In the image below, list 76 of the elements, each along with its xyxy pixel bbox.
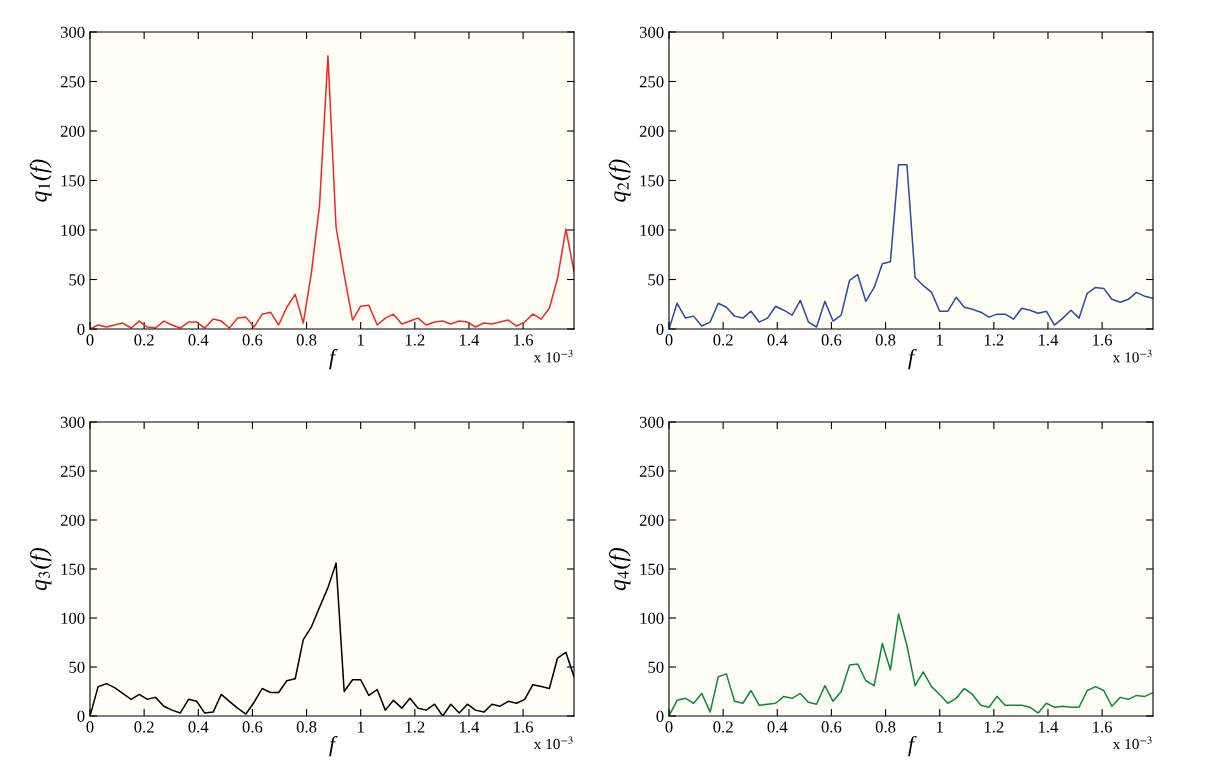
- y-tick-label: 200: [60, 125, 85, 137]
- x-tick-label: 0.4: [767, 721, 788, 733]
- x-tick-label: 1: [357, 721, 364, 733]
- x-tick-label: 1: [936, 721, 943, 733]
- y-tick-label: 300: [639, 26, 664, 38]
- y-tick-label: 150: [61, 563, 85, 575]
- y-tick-label: 300: [639, 416, 664, 428]
- x-tick-label: 0.2: [713, 721, 733, 733]
- x-tick-label: 0: [665, 721, 673, 733]
- x-tick-label: 0: [665, 334, 673, 346]
- x-tick-label: 0.4: [767, 334, 788, 346]
- text: x 10$^{−3}$: [1112, 349, 1152, 363]
- y-tick-label: 0: [656, 323, 664, 335]
- y-tick-label: 50: [69, 661, 85, 673]
- text: x 10$^{−3}$: [1112, 736, 1152, 750]
- x-tick-label: 0.6: [821, 334, 842, 346]
- x-tick-label: 1.4: [460, 721, 480, 733]
- y-axis-title: q$_{1}$(f): [29, 159, 52, 202]
- x-tick-label: 0.6: [242, 721, 263, 733]
- x-tick-label: 0.2: [134, 721, 154, 733]
- y-tick-label: 100: [61, 612, 85, 624]
- y-tick-label: 50: [69, 274, 85, 286]
- x-tick-label: 1.6: [514, 334, 534, 346]
- x-tick-label: 1.6: [514, 721, 534, 733]
- x-tick-label: 1.2: [405, 334, 425, 346]
- x-tick-label: 1.2: [405, 721, 425, 733]
- y-tick-label: 250: [60, 465, 85, 477]
- y-tick-label: 0: [77, 323, 85, 335]
- y-axis-title: q$_{2}$(f): [608, 159, 631, 202]
- x-tick-label: 0.4: [188, 334, 209, 346]
- y-tick-label: 0: [656, 710, 664, 722]
- x-tick-label: 0.4: [188, 721, 209, 733]
- y-tick-label: 100: [61, 224, 85, 236]
- x-tick-label: 1.2: [984, 721, 1004, 733]
- text: x 10$^{−3}$: [533, 736, 573, 750]
- x-tick-label: 1.4: [1039, 721, 1059, 733]
- y-tick-label: 250: [60, 76, 85, 88]
- x-tick-label: 0: [86, 721, 94, 733]
- x-axis-title: f: [908, 348, 917, 370]
- x-tick-label: 0: [86, 334, 94, 346]
- x-tick-label: 0.6: [242, 334, 263, 346]
- y-axis-title: q$_{4}$(f): [608, 547, 631, 591]
- y-tick-label: 200: [639, 125, 664, 137]
- y-tick-label: 250: [639, 465, 664, 477]
- y-tick-label: 50: [648, 274, 664, 286]
- x-tick-label: 0.8: [296, 721, 317, 733]
- x-tick-label: 0.8: [296, 334, 317, 346]
- y-tick-label: 200: [60, 514, 85, 526]
- y-axis-title: q$_{3}$(f): [29, 547, 52, 591]
- y-tick-label: 50: [648, 661, 664, 673]
- y-tick-label: 250: [639, 76, 664, 88]
- y-tick-label: 200: [639, 514, 664, 526]
- x-tick-label: 0.2: [134, 334, 154, 346]
- x-tick-label: 1.6: [1093, 721, 1113, 733]
- y-tick-label: 300: [60, 26, 85, 38]
- x-tick-label: 1: [936, 334, 943, 346]
- y-tick-label: 150: [61, 175, 85, 187]
- x-tick-label: 1: [357, 334, 364, 346]
- x-axis-title: f: [908, 735, 917, 757]
- x-tick-label: 0.2: [713, 334, 733, 346]
- y-tick-label: 0: [77, 710, 85, 722]
- y-tick-label: 150: [640, 175, 664, 187]
- x-axis-title: f: [329, 735, 338, 757]
- y-tick-label: 100: [640, 612, 664, 624]
- x-tick-label: 0.8: [875, 334, 896, 346]
- y-tick-label: 300: [60, 416, 85, 428]
- x-tick-label: 1.4: [1039, 334, 1059, 346]
- x-tick-label: 0.8: [875, 721, 896, 733]
- x-axis-title: f: [329, 348, 338, 370]
- y-tick-label: 100: [640, 224, 664, 236]
- y-tick-label: 150: [640, 563, 664, 575]
- x-tick-label: 0.6: [821, 721, 842, 733]
- x-tick-label: 1.4: [460, 334, 480, 346]
- text: x 10$^{−3}$: [533, 349, 573, 363]
- x-tick-label: 1.6: [1093, 334, 1113, 346]
- x-tick-label: 1.2: [984, 334, 1004, 346]
